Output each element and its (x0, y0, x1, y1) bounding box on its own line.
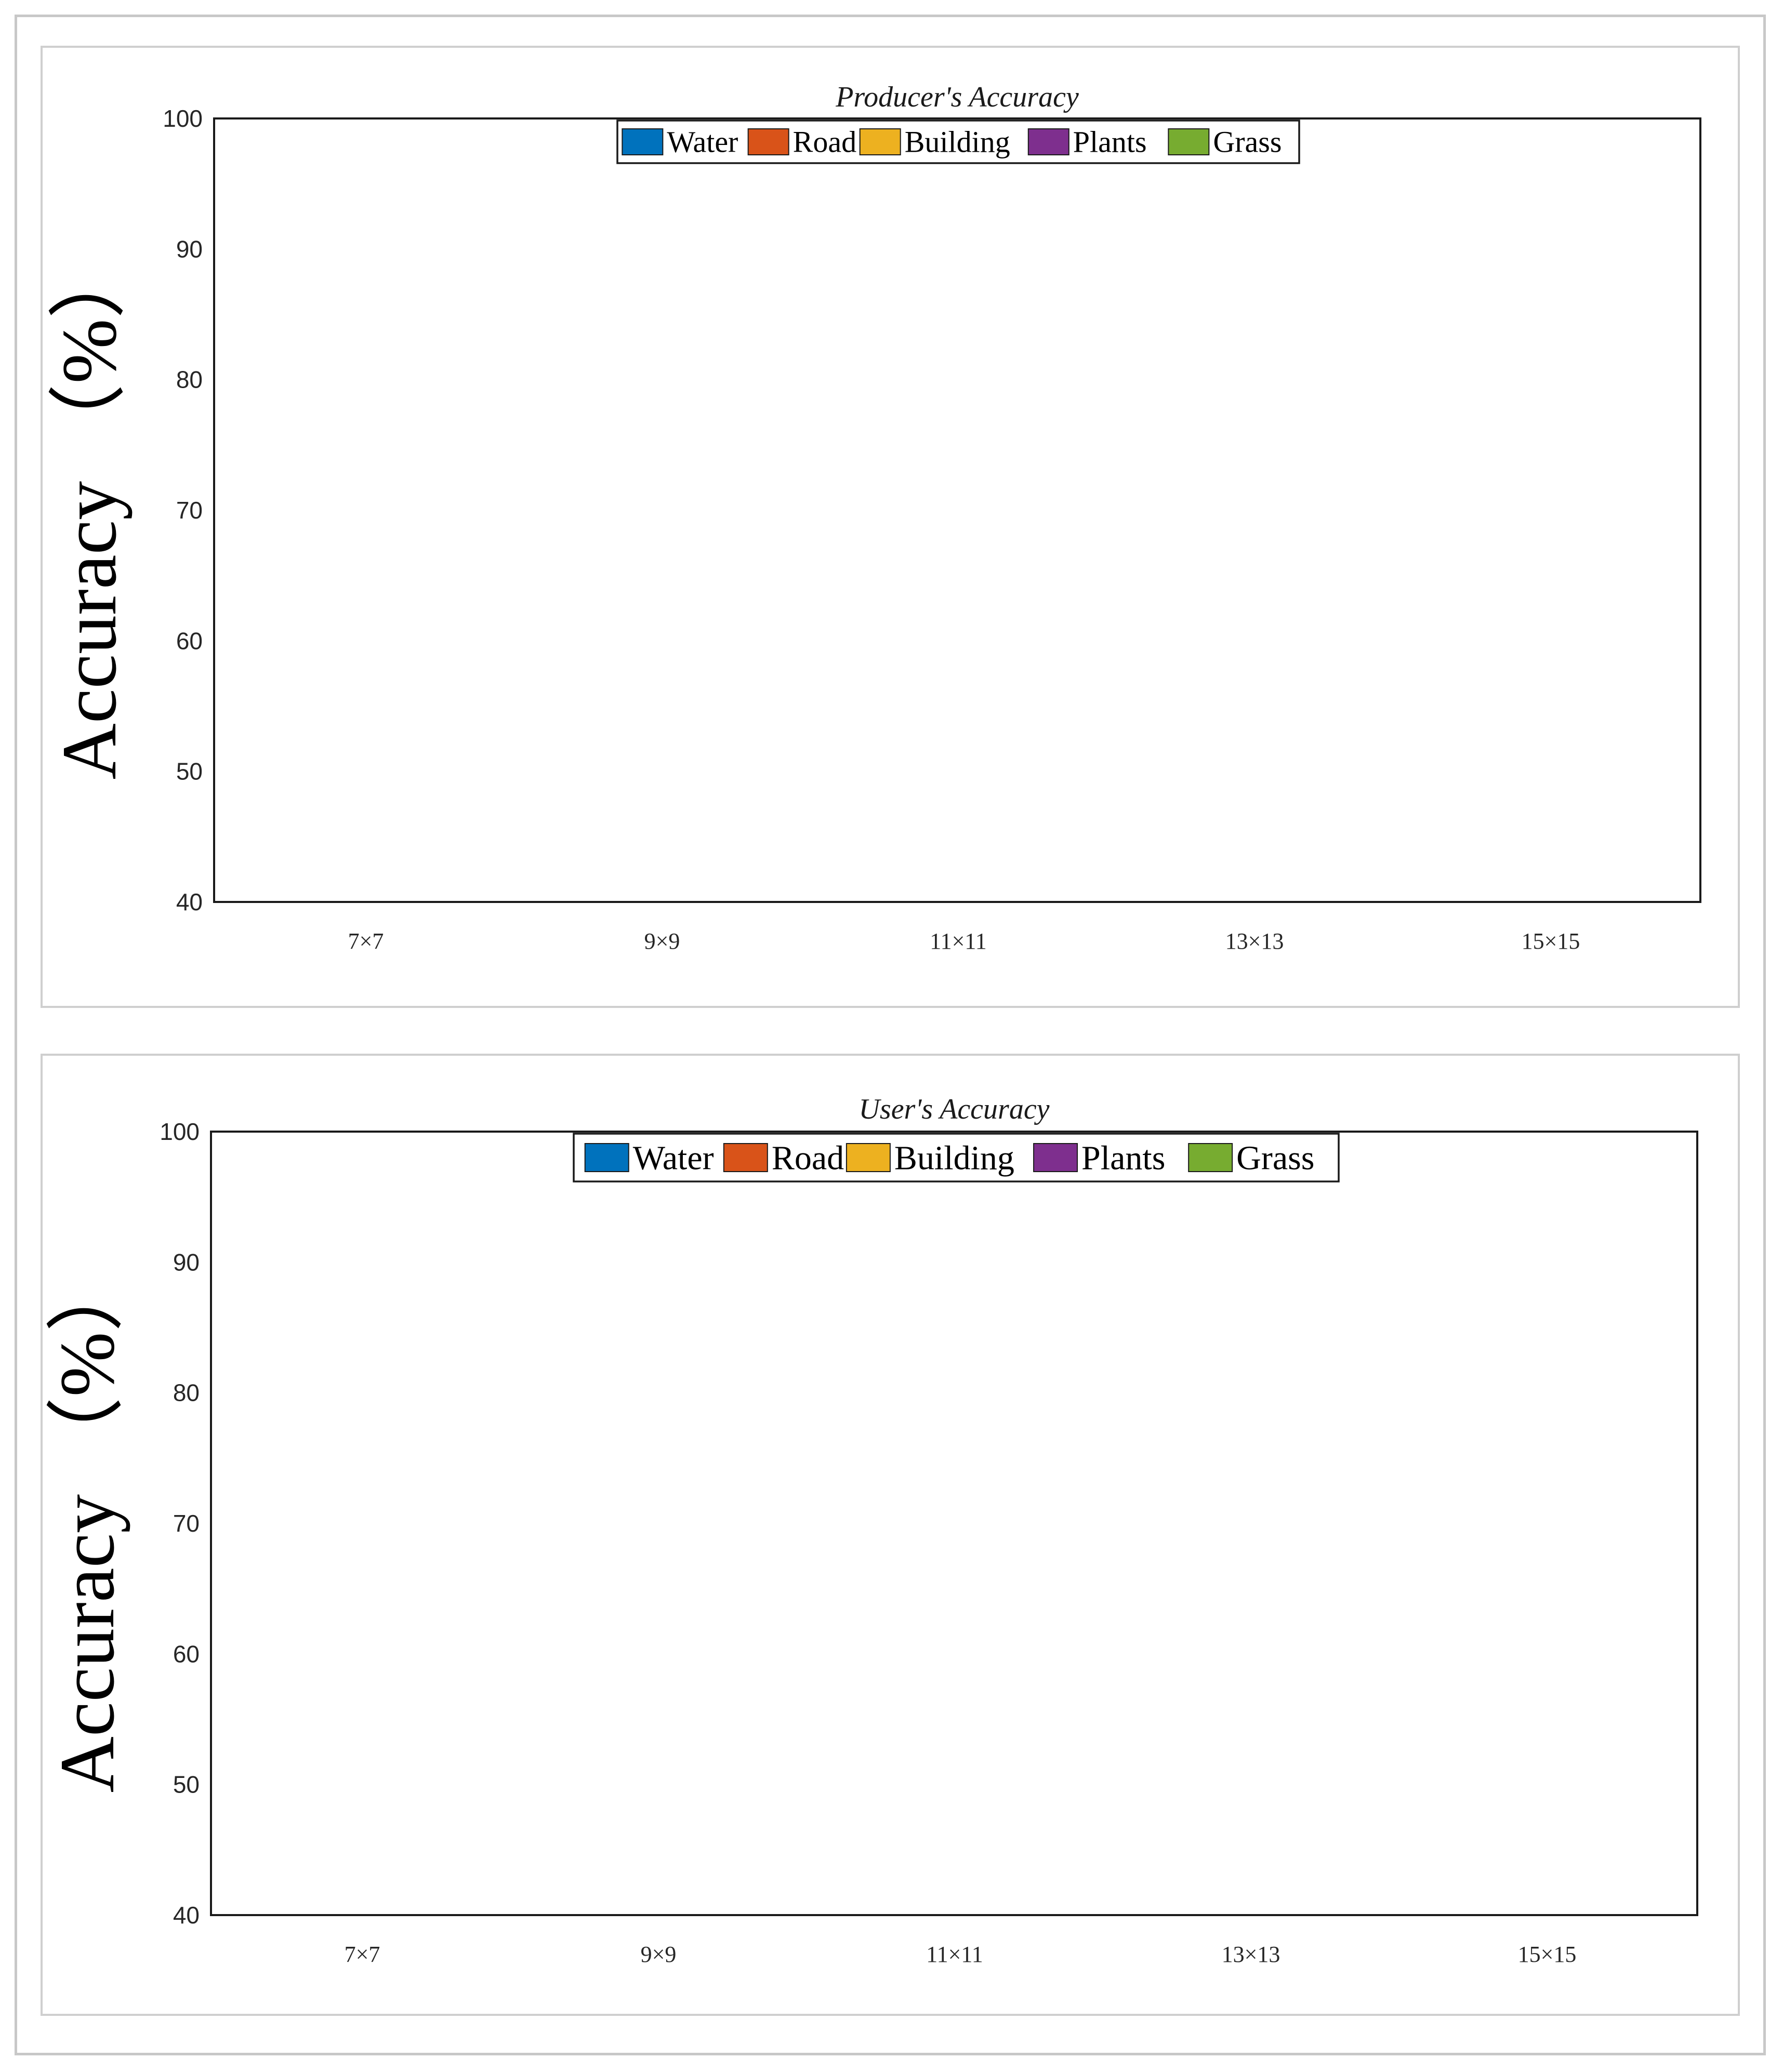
plot-axes-box (210, 1131, 1698, 1916)
legend-swatch-grass (1188, 1143, 1233, 1172)
y-tick-label: 80 (173, 1379, 200, 1406)
x-tick-label: 11×11 (926, 1942, 983, 1967)
legend-swatch-road (747, 128, 789, 155)
y-tick-label: 90 (176, 235, 203, 262)
legend-box (616, 119, 1300, 164)
y-tick-label: 60 (173, 1640, 200, 1667)
legend-swatch-building (859, 128, 901, 155)
x-tick-label: 15×15 (1522, 928, 1580, 954)
x-tick-label: 7×7 (348, 928, 384, 954)
y-tick-label: 70 (176, 497, 203, 524)
y-axis-label: Accuracy （%） (44, 1254, 130, 1792)
legend-label-grass: Grass (1236, 1139, 1314, 1177)
y-tick-label: 90 (173, 1248, 200, 1276)
chart-title: User's Accuracy (859, 1093, 1049, 1125)
legend-swatch-grass (1168, 128, 1210, 155)
x-tick-label: 13×13 (1222, 1942, 1280, 1967)
legend: Water Road Building Plants Grass (616, 119, 1300, 164)
chart-title: Producer's Accuracy (835, 81, 1079, 113)
y-tick-label: 100 (160, 1118, 200, 1145)
y-tick-label: 50 (173, 1771, 200, 1798)
x-tick-label: 15×15 (1518, 1942, 1577, 1967)
legend-label-building: Building (905, 125, 1010, 159)
x-tick-label: 9×9 (644, 928, 680, 954)
legend-label-road: Road (793, 125, 856, 159)
plot-axes-box (213, 117, 1701, 903)
legend: Water Road Building Plants Grass (573, 1133, 1340, 1183)
legend-swatch-plants (1027, 128, 1069, 155)
legend-swatch-road (723, 1143, 768, 1172)
figure-frame (15, 15, 1766, 2055)
legend-label-grass: Grass (1213, 125, 1282, 159)
legend-label-plants: Plants (1081, 1139, 1165, 1177)
y-tick-label: 40 (176, 888, 203, 915)
x-tick-label: 9×9 (641, 1942, 677, 1967)
y-tick-label: 60 (176, 627, 203, 654)
legend-swatch-water (622, 128, 664, 155)
users-accuracy-chart: 40506070809010087.380.491.445.643.87×786… (41, 1054, 1740, 2016)
legend-swatch-building (846, 1143, 891, 1172)
legend-label-water: Water (633, 1139, 714, 1177)
legend-label-plants: Plants (1073, 125, 1147, 159)
x-tick-label: 11×11 (930, 928, 987, 954)
legend-swatch-plants (1033, 1143, 1078, 1172)
legend-label-water: Water (667, 125, 738, 159)
y-tick-label: 70 (173, 1510, 200, 1537)
producers-accuracy-chart: 40506070809010089.065.288.861.274.77×790… (41, 46, 1740, 1008)
y-axis-label: Accuracy （%） (46, 241, 133, 779)
y-tick-label: 100 (163, 105, 203, 132)
x-tick-label: 7×7 (345, 1942, 380, 1967)
legend-label-road: Road (772, 1139, 844, 1177)
legend-swatch-water (584, 1143, 629, 1172)
y-tick-label: 80 (176, 366, 203, 393)
y-tick-label: 50 (176, 758, 203, 785)
y-tick-label: 40 (173, 1902, 200, 1929)
legend-label-building: Building (894, 1139, 1014, 1177)
x-tick-label: 13×13 (1225, 928, 1284, 954)
